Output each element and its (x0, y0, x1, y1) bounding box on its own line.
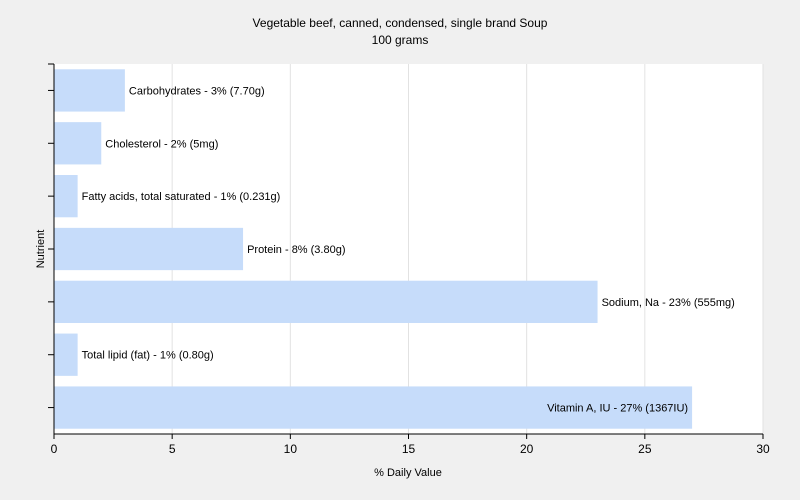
x-tick-label: 15 (402, 442, 416, 456)
x-tick-label: 20 (520, 442, 534, 456)
bar (54, 280, 598, 323)
bar (54, 69, 125, 112)
x-tick-label: 0 (51, 442, 58, 456)
x-axis-title: % Daily Value (374, 467, 442, 479)
x-tick-label: 10 (284, 442, 298, 456)
axes: 0 5 10 15 20 25 30 (48, 63, 770, 456)
x-tick-label: 5 (169, 442, 176, 456)
x-tick-label: 25 (638, 442, 652, 456)
bar (54, 227, 244, 271)
bar (54, 386, 693, 429)
chart-subtitle: 100 grams (372, 33, 429, 47)
chart-title: Vegetable beef, canned, condensed, singl… (253, 16, 548, 30)
bar-data-label: Sodium, Na - 23% (555mg) (602, 297, 735, 309)
bar-data-label: Total lipid (fat) - 1% (0.80g) (82, 350, 214, 362)
bar-data-label: Protein - 8% (3.80g) (247, 244, 345, 256)
bars: Carbohydrates - 3% (7.70g) Cholesterol - … (54, 69, 735, 429)
bar-data-label: Cholesterol - 2% (5mg) (105, 138, 218, 150)
bar-data-label: Carbohydrates - 3% (7.70g) (129, 85, 265, 97)
bar (54, 175, 78, 218)
bar (54, 333, 78, 376)
bar-data-label: Fatty acids, total saturated - 1% (0.231… (82, 191, 281, 203)
y-axis-title: Nutrient (35, 230, 47, 269)
bar (54, 122, 102, 165)
bar-data-label: Vitamin A, IU - 27% (1367IU) (547, 403, 688, 415)
x-tick-label: 30 (756, 442, 770, 456)
